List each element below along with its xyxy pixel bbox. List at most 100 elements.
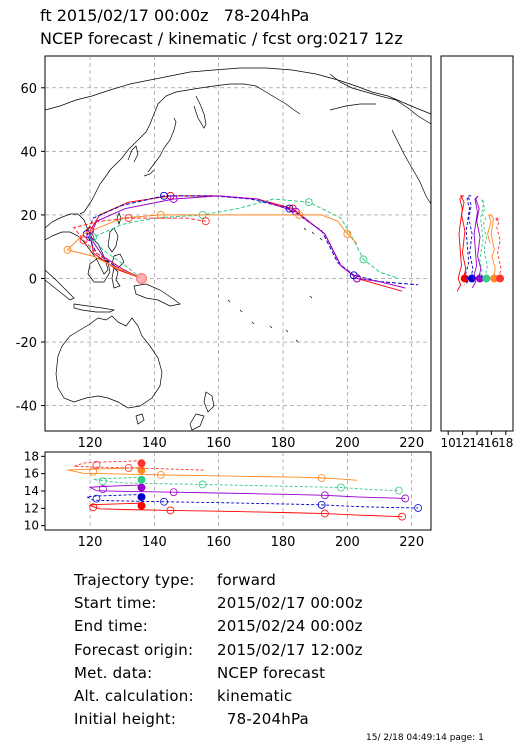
trajectory-marker — [169, 195, 178, 203]
height-trajectory-marker — [99, 477, 107, 486]
height-y-tick-label: 16 — [24, 467, 39, 481]
side-x-tick-label: 16 — [484, 436, 499, 450]
height-x-tick-label: 200 — [335, 535, 360, 550]
height-trajectory-line — [73, 460, 206, 471]
map-frame — [44, 55, 432, 432]
trajectory-marker — [359, 255, 368, 264]
info-value: 2015/02/17 00:00z — [217, 594, 363, 613]
info-value: 78-204hPa — [217, 710, 309, 729]
height-x-tick-label: 180 — [271, 535, 296, 550]
info-label: End time: — [74, 617, 149, 636]
plot-header-line1: ft 2015/02/17 00:00z 78-204hPa — [40, 6, 310, 25]
trajectory-marker — [304, 198, 313, 207]
info-value: forward — [217, 571, 276, 589]
side-trajectory-line — [494, 217, 502, 279]
side-start-marker — [475, 274, 484, 283]
height-trajectory-line — [67, 467, 358, 481]
info-value: kinematic — [217, 687, 293, 705]
side-start-marker — [482, 274, 491, 283]
info-label: Alt. calculation: — [74, 687, 194, 705]
height-trajectory-marker — [124, 464, 133, 472]
height-start-marker — [137, 466, 146, 475]
info-value: NCEP forecast — [217, 663, 326, 682]
height-trajectory-marker — [160, 497, 168, 506]
height-y-tick-label: 18 — [24, 449, 39, 463]
side-panel-lines — [456, 195, 505, 292]
side-panel-frame — [440, 55, 514, 432]
height-start-marker — [137, 501, 146, 510]
trajectory-line — [89, 195, 406, 289]
side-start-marker — [490, 274, 499, 283]
side-x-tick-label: 14 — [469, 436, 484, 450]
height-trajectory-marker — [320, 509, 329, 518]
height-start-marker — [137, 483, 146, 492]
start-point-marker — [136, 272, 147, 284]
height-trajectory-marker — [394, 486, 403, 495]
height-x-tick-label: 220 — [399, 535, 424, 550]
height-trajectory-line — [93, 476, 399, 492]
trajectory-lines — [63, 191, 419, 292]
height-trajectory-marker — [317, 500, 326, 509]
height-trajectory-marker — [92, 460, 101, 469]
height-trajectory-line — [85, 494, 419, 509]
trajectory-marker — [124, 214, 133, 223]
lon-tick-label: 200 — [335, 436, 360, 451]
lat-tick-label: 0 — [29, 272, 37, 287]
lon-tick-label: 160 — [206, 436, 231, 451]
side-start-marker — [496, 274, 505, 283]
trajectory-line — [73, 217, 206, 279]
lon-tick-label: 180 — [271, 436, 296, 451]
info-label: Start time: — [74, 594, 157, 613]
side-x-tick-label: 18 — [498, 436, 513, 450]
lat-tick-label: -40 — [16, 400, 37, 415]
plot-header-line2: NCEP forecast / kinematic / fcst org:021… — [40, 29, 403, 48]
trajectory-marker — [156, 210, 165, 219]
height-trajectory-marker — [169, 488, 178, 497]
info-label: Initial height: — [74, 710, 177, 729]
height-trajectory-marker — [401, 494, 410, 503]
trajectory-line — [92, 198, 399, 279]
trajectory-marker — [63, 245, 72, 254]
lat-tick-label: -20 — [16, 336, 37, 351]
trajectory-marker — [295, 210, 304, 219]
trajectory-marker — [160, 191, 168, 200]
lon-tick-label: 140 — [142, 436, 167, 451]
trajectory-marker — [201, 217, 210, 226]
side-x-tick-label: 12 — [455, 436, 470, 450]
side-trajectory-line — [464, 195, 474, 286]
height-trajectory-marker — [89, 467, 98, 476]
height-y-tick-label: 10 — [24, 519, 39, 533]
height-y-tick-label: 14 — [24, 484, 39, 498]
side-start-marker — [467, 274, 476, 283]
height-start-marker — [137, 475, 146, 484]
coastlines — [44, 67, 432, 431]
height-trajectory-marker — [398, 512, 406, 521]
trajectory-line — [86, 195, 419, 286]
height-trajectory-marker — [92, 494, 101, 503]
info-label: Trajectory type: — [74, 571, 195, 589]
height-trajectory-line — [88, 502, 403, 518]
height-trajectory-marker — [99, 485, 107, 493]
info-label: Forecast origin: — [74, 640, 194, 659]
height-start-marker — [137, 459, 146, 468]
height-trajectory-line — [88, 484, 406, 499]
height-x-tick-label: 120 — [78, 535, 103, 550]
height-trajectory-marker — [156, 470, 165, 479]
height-x-tick-label: 160 — [206, 535, 231, 550]
height-start-marker — [137, 493, 146, 502]
side-x-tick-label: 10 — [441, 436, 456, 450]
lat-tick-label: 40 — [20, 145, 37, 160]
info-label: Met. data: — [74, 663, 153, 682]
trajectory-line — [66, 214, 358, 279]
info-value: 2015/02/17 12:00z — [217, 640, 363, 659]
trajectory-marker — [353, 274, 361, 283]
height-trajectory-marker — [337, 483, 345, 492]
info-value: 2015/02/24 00:00z — [217, 617, 363, 636]
height-trajectory-marker — [89, 503, 98, 512]
page-footer: 15/ 2/18 04:49:14 page: 1 — [366, 733, 484, 743]
lat-tick-label: 20 — [20, 209, 37, 224]
height-trajectory-marker — [317, 474, 326, 482]
height-panel-lines — [67, 459, 423, 521]
